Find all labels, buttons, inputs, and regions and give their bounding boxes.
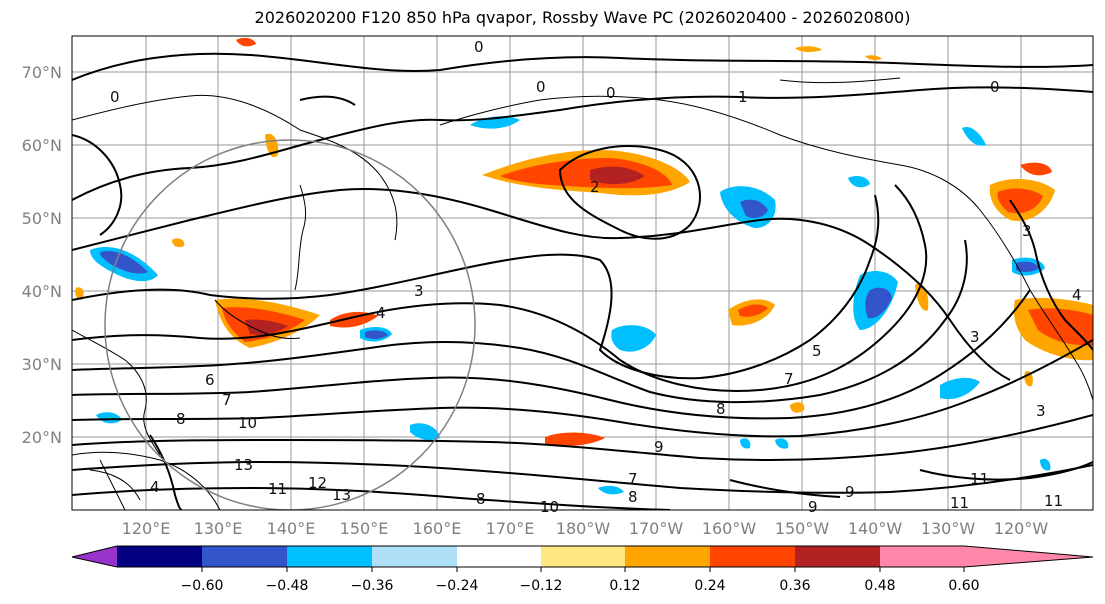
colorbar-tick-label: −0.60 bbox=[181, 578, 224, 594]
colorbar-bin bbox=[795, 546, 880, 567]
contour-label: 11 bbox=[268, 480, 287, 498]
lat-label: 60°N bbox=[22, 136, 62, 155]
lon-label: 180°W bbox=[556, 519, 611, 538]
lat-label: 50°N bbox=[22, 209, 62, 228]
contour-label-group: 0 0 0 0 1 0 2 3 3 4 5 6 7 7 8 8 9 9 10 1… bbox=[110, 38, 1082, 516]
contour-label: 8 bbox=[176, 410, 186, 428]
colorbar-bin bbox=[710, 546, 795, 567]
contour-label: 8 bbox=[716, 400, 726, 418]
contour-label: 1 bbox=[738, 88, 748, 106]
contour-label: 3 bbox=[1022, 222, 1032, 240]
contour-label: 4 bbox=[376, 304, 386, 322]
map-content bbox=[72, 36, 1093, 510]
contour-label: 13 bbox=[332, 486, 351, 504]
lat-label: 40°N bbox=[22, 282, 62, 301]
contour-label: 13 bbox=[234, 456, 253, 474]
colorbar-extend-low bbox=[72, 546, 117, 567]
colorbar-tick-label: 0.12 bbox=[609, 578, 640, 594]
contour-label: 3 bbox=[970, 328, 980, 346]
lon-label: 130°W bbox=[921, 519, 976, 538]
contour-label: 0 bbox=[536, 78, 546, 96]
map-frame bbox=[71, 35, 1094, 511]
longitude-labels: 120°E 130°E 140°E 150°E 160°E 170°E 180°… bbox=[122, 519, 1049, 538]
colorbar-ticks bbox=[201, 567, 965, 572]
lon-label: 120°E bbox=[122, 519, 171, 538]
lon-label: 170°W bbox=[629, 519, 684, 538]
colorbar-tick-label: −0.36 bbox=[351, 578, 394, 594]
contour-label: 4 bbox=[1072, 286, 1082, 304]
contour-label: 8 bbox=[628, 488, 638, 506]
lat-label: 20°N bbox=[22, 428, 62, 447]
colorbar-tick-label: 0.36 bbox=[779, 578, 810, 594]
thin-contours bbox=[72, 77, 901, 510]
contour-label: 3 bbox=[414, 282, 424, 300]
contour-label: 3 bbox=[1036, 402, 1046, 420]
lon-label: 150°E bbox=[340, 519, 389, 538]
colorbar-bin bbox=[880, 546, 964, 567]
lon-label: 160°E bbox=[413, 519, 462, 538]
contour-label: 9 bbox=[845, 483, 855, 501]
colorbar-bin bbox=[457, 546, 541, 567]
lon-label: 150°W bbox=[775, 519, 830, 538]
colorbar-outline bbox=[71, 545, 1094, 568]
latitude-labels: 70°N 60°N 50°N 40°N 30°N 20°N bbox=[22, 63, 62, 447]
reference-circle bbox=[104, 139, 476, 510]
contour-label: 4 bbox=[150, 478, 160, 496]
colorbar: −0.60 −0.48 −0.36 −0.24 −0.12 0.12 0.24 … bbox=[71, 545, 1094, 594]
contour-label: 0 bbox=[474, 38, 484, 56]
map-title: 2026020200 F120 850 hPa qvapor, Rossby W… bbox=[254, 8, 911, 27]
contour-label: 0 bbox=[990, 78, 1000, 96]
lon-label: 140°W bbox=[848, 519, 903, 538]
colorbar-tick-label: 0.60 bbox=[948, 578, 979, 594]
contour-label: 7 bbox=[784, 370, 794, 388]
contour-label: 12 bbox=[308, 474, 327, 492]
lon-label: 160°W bbox=[702, 519, 757, 538]
contour-label: 8 bbox=[476, 490, 486, 508]
colorbar-bin bbox=[287, 546, 372, 567]
lon-label: 130°E bbox=[194, 519, 243, 538]
lat-label: 30°N bbox=[22, 355, 62, 374]
colorbar-tick-label: −0.24 bbox=[436, 578, 479, 594]
lon-label: 120°W bbox=[994, 519, 1049, 538]
coastlines bbox=[72, 94, 1093, 456]
contour-label: 9 bbox=[654, 438, 664, 456]
lon-label: 170°E bbox=[486, 519, 535, 538]
colorbar-bin bbox=[372, 546, 457, 567]
lon-label: 140°E bbox=[267, 519, 316, 538]
colorbar-tick-label: 0.48 bbox=[864, 578, 895, 594]
contour-label: 7 bbox=[628, 470, 638, 488]
colorbar-tick-label: −0.48 bbox=[266, 578, 309, 594]
colorbar-bin bbox=[541, 546, 625, 567]
contour-label: 10 bbox=[238, 414, 257, 432]
contour-label: 6 bbox=[205, 371, 215, 389]
contour-label: 2 bbox=[590, 178, 600, 196]
lat-label: 70°N bbox=[22, 63, 62, 82]
colorbar-tick-label: −0.12 bbox=[520, 578, 563, 594]
colorbar-tick-label: 0.24 bbox=[694, 578, 725, 594]
contour-label: 11 bbox=[970, 470, 989, 488]
colorbar-bin bbox=[117, 546, 202, 567]
contour-label: 0 bbox=[606, 84, 616, 102]
colorbar-bin bbox=[625, 546, 710, 567]
colorbar-tick-labels: −0.60 −0.48 −0.36 −0.24 −0.12 0.12 0.24 … bbox=[181, 578, 980, 594]
colorbar-bin bbox=[202, 546, 287, 567]
contour-label: 9 bbox=[808, 498, 818, 516]
contour-lines bbox=[72, 52, 1093, 510]
contour-label: 11 bbox=[1044, 492, 1063, 510]
contour-label: 11 bbox=[950, 494, 969, 512]
contour-label: 5 bbox=[812, 342, 822, 360]
contour-label: 10 bbox=[540, 498, 559, 516]
contour-label: 0 bbox=[110, 88, 120, 106]
anomaly-fills bbox=[75, 37, 1093, 495]
contour-label: 7 bbox=[222, 391, 232, 409]
colorbar-extend-high bbox=[964, 546, 1093, 567]
